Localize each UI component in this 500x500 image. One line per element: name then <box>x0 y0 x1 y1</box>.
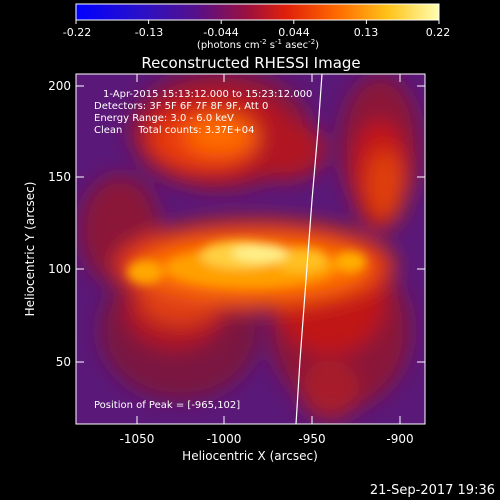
x-tick-label: -950 <box>298 432 325 446</box>
info-detectors: Detectors: 3F 5F 6F 7F 8F 9F, Att 0 <box>94 101 268 112</box>
colorbar-tick-label: -0.044 <box>203 26 238 39</box>
observation-info: 1-Apr-2015 15:13:12.000 to 15:23:12.000 … <box>94 89 312 136</box>
y-axis-ticks <box>76 85 425 363</box>
info-clean-counts: Clean Total counts: 3.37E+04 <box>94 125 254 136</box>
colorbar-tick-label: -0.13 <box>135 26 163 39</box>
timestamp: 21-Sep-2017 19:36 <box>370 483 495 498</box>
y-tick-label: 150 <box>48 170 71 184</box>
y-tick-label: 200 <box>48 79 71 93</box>
rhessi-image <box>76 74 425 424</box>
y-axis-label: Heliocentric Y (arcsec) <box>23 182 37 317</box>
colorbar-ticks <box>75 20 440 24</box>
info-energy-range: Energy Range: 3.0 - 6.0 keV <box>94 113 234 124</box>
peak-position: Position of Peak = [-965,102] <box>94 400 240 411</box>
plot-title: Reconstructed RHESSI Image <box>141 54 360 72</box>
x-axis-label: Heliocentric X (arcsec) <box>182 449 318 463</box>
colorbar-units: (photons cm-2 s-1 asec-2) <box>197 38 319 51</box>
colorbar: -0.22 -0.13 -0.044 0.044 0.13 0.22 (phot… <box>63 3 451 51</box>
info-time-range: 1-Apr-2015 15:13:12.000 to 15:23:12.000 <box>103 89 312 100</box>
y-tick-label: 50 <box>56 355 71 369</box>
x-tick-label: -1000 <box>207 432 242 446</box>
colorbar-tick-label: 0.044 <box>278 26 310 39</box>
solar-limb-line <box>295 74 323 424</box>
colorbar-tick-label: 0.13 <box>354 26 379 39</box>
colorbar-gradient <box>75 3 440 21</box>
plot-frame <box>75 73 426 425</box>
x-axis-ticks <box>136 74 401 424</box>
x-tick-label: -900 <box>386 432 413 446</box>
colorbar-tick-label: -0.22 <box>63 26 91 39</box>
x-tick-label: -1050 <box>120 432 155 446</box>
colorbar-tick-label: 0.22 <box>426 26 451 39</box>
y-tick-label: 100 <box>48 262 71 276</box>
